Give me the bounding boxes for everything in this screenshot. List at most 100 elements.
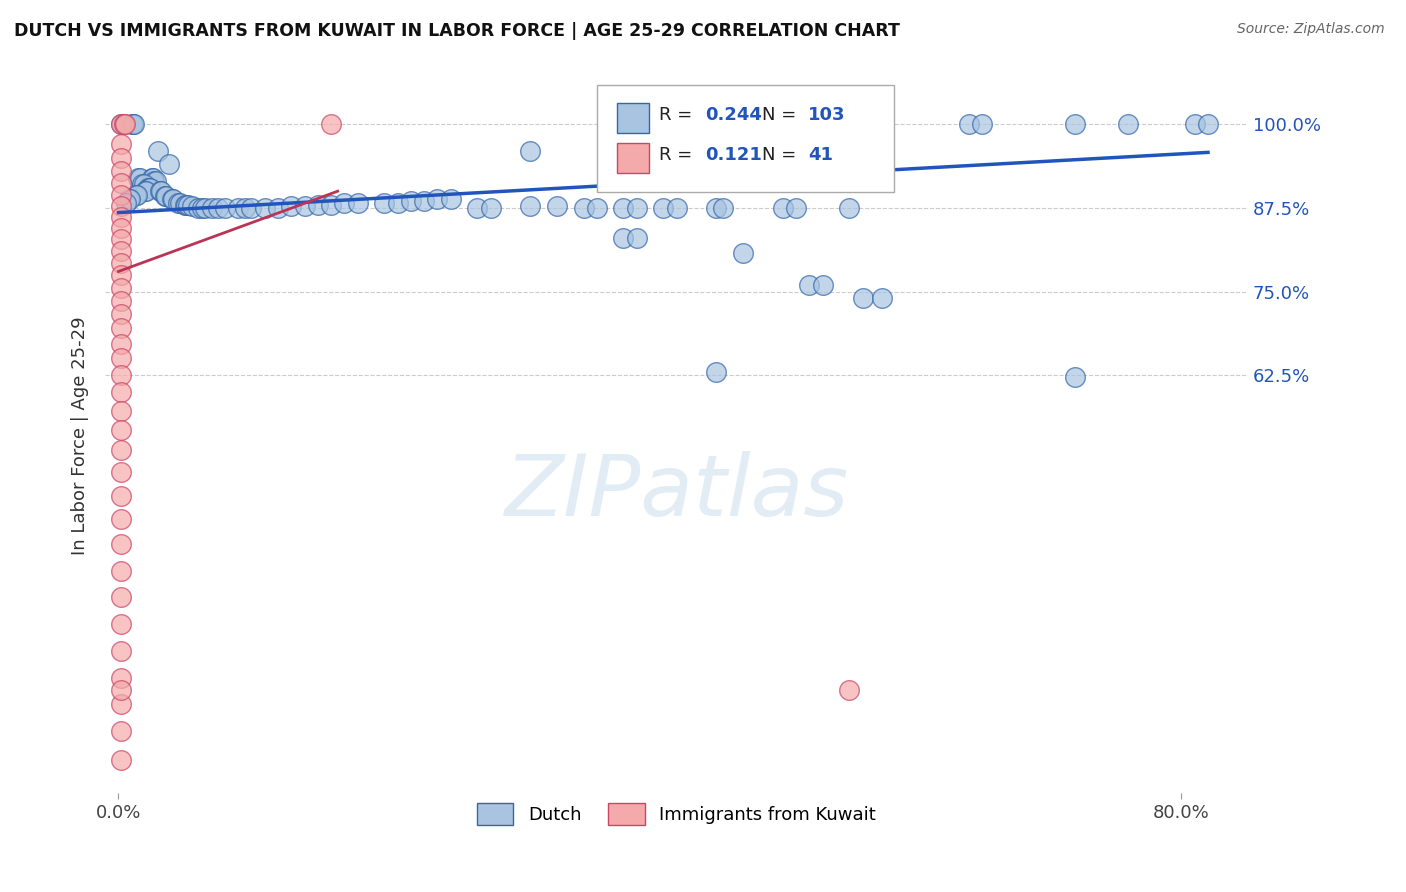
- Point: [167, 195, 190, 210]
- Point: [307, 197, 329, 211]
- Point: [110, 221, 132, 235]
- Point: [176, 197, 198, 211]
- Point: [267, 201, 290, 215]
- Point: [110, 682, 132, 697]
- Point: [838, 682, 860, 697]
- Text: 0.121: 0.121: [704, 145, 762, 164]
- Point: [957, 117, 980, 131]
- Point: [174, 197, 197, 211]
- Text: R =: R =: [659, 106, 699, 124]
- Point: [112, 117, 135, 131]
- Point: [333, 196, 356, 211]
- Point: [387, 195, 409, 210]
- Point: [136, 181, 159, 195]
- Point: [612, 231, 634, 245]
- Point: [134, 184, 156, 198]
- Point: [1116, 117, 1139, 131]
- Point: [799, 277, 821, 292]
- Point: [157, 157, 180, 171]
- Point: [226, 201, 249, 215]
- Point: [110, 423, 132, 437]
- Point: [145, 174, 167, 188]
- Point: [139, 181, 162, 195]
- Point: [112, 117, 135, 131]
- Point: [143, 174, 166, 188]
- Point: [110, 465, 132, 479]
- Text: 41: 41: [808, 145, 832, 164]
- FancyBboxPatch shape: [617, 103, 650, 133]
- Point: [191, 201, 214, 215]
- Point: [440, 192, 463, 206]
- Point: [110, 591, 132, 605]
- Point: [519, 144, 541, 158]
- Point: [1064, 370, 1087, 384]
- Point: [127, 170, 149, 185]
- Point: [612, 201, 634, 215]
- Point: [187, 201, 209, 215]
- Point: [121, 117, 143, 131]
- Point: [138, 181, 160, 195]
- Point: [465, 201, 488, 215]
- Point: [194, 201, 217, 215]
- Point: [110, 117, 132, 131]
- Point: [711, 201, 734, 215]
- Point: [110, 210, 132, 224]
- Point: [626, 231, 648, 245]
- Point: [110, 280, 132, 294]
- Point: [280, 199, 302, 213]
- Point: [125, 187, 148, 202]
- Point: [546, 199, 568, 213]
- Point: [519, 199, 541, 213]
- Point: [426, 192, 449, 206]
- Point: [214, 201, 236, 215]
- Point: [110, 443, 132, 458]
- Point: [1197, 117, 1219, 131]
- Point: [118, 192, 141, 206]
- Point: [110, 268, 132, 283]
- Point: [294, 199, 316, 213]
- Point: [872, 291, 894, 305]
- Point: [149, 184, 172, 198]
- Point: [207, 201, 229, 215]
- FancyBboxPatch shape: [617, 143, 650, 173]
- Point: [169, 195, 191, 210]
- Point: [772, 201, 794, 215]
- Point: [110, 244, 132, 259]
- Point: [110, 489, 132, 503]
- Point: [845, 164, 868, 178]
- Point: [731, 245, 754, 260]
- Text: R =: R =: [659, 145, 704, 164]
- Point: [110, 537, 132, 551]
- Point: [1184, 117, 1206, 131]
- Point: [150, 184, 173, 198]
- Point: [413, 194, 436, 209]
- Point: [127, 187, 149, 202]
- Point: [110, 117, 132, 131]
- Point: [865, 165, 887, 179]
- Point: [110, 293, 132, 308]
- Point: [110, 321, 132, 335]
- Point: [141, 170, 163, 185]
- Point: [706, 365, 728, 379]
- Point: [626, 147, 648, 161]
- Text: 0.244: 0.244: [704, 106, 762, 124]
- Point: [972, 117, 994, 131]
- Point: [110, 644, 132, 658]
- Point: [479, 201, 502, 215]
- Point: [200, 201, 222, 215]
- Point: [110, 384, 132, 399]
- Point: [110, 199, 132, 213]
- Point: [110, 368, 132, 383]
- Point: [110, 187, 132, 202]
- Point: [124, 117, 146, 131]
- Point: [135, 184, 157, 198]
- Point: [110, 164, 132, 178]
- Point: [122, 117, 145, 131]
- Point: [110, 698, 132, 712]
- Point: [114, 117, 136, 131]
- Point: [110, 753, 132, 767]
- Point: [785, 201, 807, 215]
- Text: 103: 103: [808, 106, 845, 124]
- Y-axis label: In Labor Force | Age 25-29: In Labor Force | Age 25-29: [72, 316, 89, 555]
- Point: [180, 199, 202, 213]
